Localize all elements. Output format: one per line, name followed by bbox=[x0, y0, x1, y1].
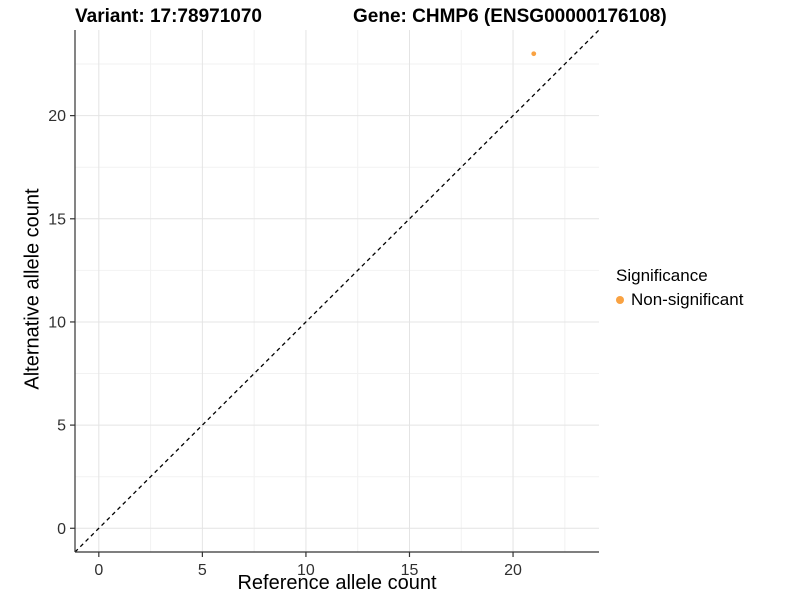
x-axis-title: Reference allele count bbox=[237, 572, 437, 594]
x-tick-label: 0 bbox=[94, 562, 103, 579]
legend: Significance Non-significant bbox=[616, 266, 743, 310]
variant-title: Variant: 17:78971070 bbox=[75, 6, 262, 27]
identity-dashed-line bbox=[74, 29, 600, 553]
y-tick-label: 15 bbox=[48, 211, 66, 228]
data-point bbox=[531, 51, 537, 57]
y-tick-label: 0 bbox=[57, 521, 66, 538]
y-tick-label: 20 bbox=[48, 108, 66, 125]
legend-title: Significance bbox=[616, 266, 708, 285]
legend-point-icon bbox=[616, 296, 624, 304]
legend-item-label: Non-significant bbox=[631, 290, 744, 309]
gene-title: Gene: CHMP6 (ENSG00000176108) bbox=[353, 6, 667, 27]
x-tick-label: 5 bbox=[198, 562, 207, 579]
x-tick-label: 10 bbox=[297, 562, 315, 579]
legend-item: Non-significant bbox=[616, 290, 743, 310]
y-axis-title: Alternative allele count bbox=[21, 188, 44, 390]
y-tick-label: 5 bbox=[57, 418, 66, 435]
y-tick-label: 10 bbox=[48, 314, 66, 331]
x-tick-label: 15 bbox=[401, 562, 419, 579]
x-tick-label: 20 bbox=[504, 562, 522, 579]
